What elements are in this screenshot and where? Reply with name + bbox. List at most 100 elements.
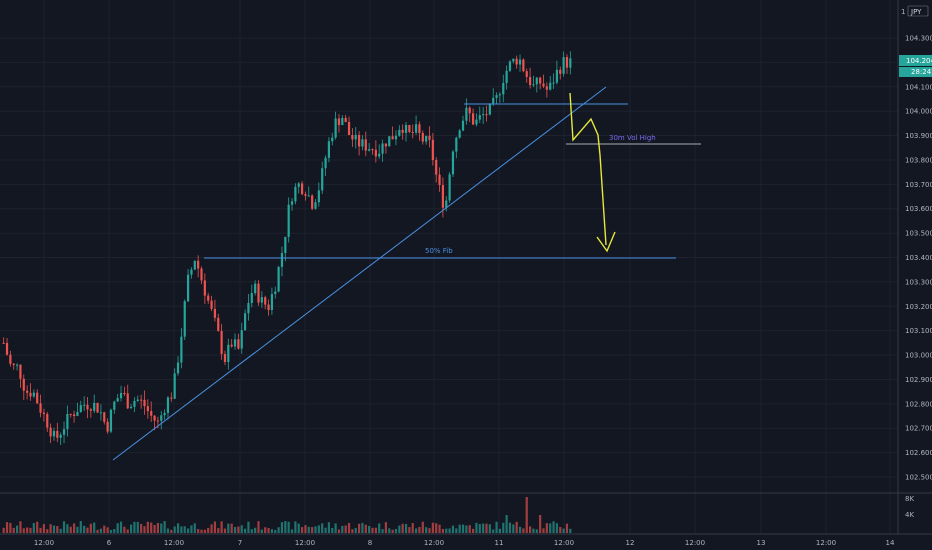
volume-bar — [200, 529, 203, 533]
candle-body — [76, 412, 79, 417]
candle-body — [213, 308, 217, 318]
candle-body — [324, 157, 327, 169]
candle-body — [49, 427, 52, 437]
volume-bar — [321, 523, 324, 533]
volume-bar — [170, 529, 173, 533]
candle-body — [475, 119, 478, 125]
y-tick-label: 103.800 — [905, 156, 932, 164]
trendline — [112, 86, 607, 461]
candle-body — [354, 134, 357, 140]
candle-body — [193, 260, 196, 270]
x-tick-label: 13 — [757, 539, 766, 547]
candle-body — [515, 58, 518, 65]
volume-bar — [220, 521, 223, 533]
candle-body — [109, 409, 113, 432]
candle-body — [502, 82, 505, 95]
candle-body — [39, 403, 42, 413]
candle-body — [357, 134, 361, 147]
candle-body — [210, 300, 213, 309]
candle-body — [461, 120, 465, 131]
volume-bar — [103, 525, 106, 533]
time-axis[interactable]: 12:00 6 12:00 7 12:00 8 12:00 11 12:00 12 12:00 13 1… — [34, 539, 895, 547]
volume-bar — [173, 526, 176, 533]
candle-body — [26, 390, 29, 393]
volume-bar — [176, 523, 180, 533]
volume-bar — [36, 521, 39, 533]
volume-bar — [371, 527, 374, 533]
candle-body — [532, 84, 535, 86]
volume-bar — [334, 523, 337, 533]
candle-body — [542, 83, 545, 87]
volume-bar — [394, 528, 398, 533]
candles — [2, 51, 572, 446]
volume-bar — [398, 525, 401, 533]
y-tick-label: 104.000 — [905, 108, 932, 116]
volume-bar — [133, 521, 136, 533]
candle-body — [408, 125, 411, 132]
candle-body — [106, 421, 109, 432]
volume-bar — [549, 523, 552, 533]
volume-bar — [126, 529, 129, 533]
volume-bar — [270, 529, 274, 533]
candle-body — [79, 405, 82, 413]
candle-body — [465, 107, 468, 121]
candle-body — [485, 114, 488, 116]
x-tick-label: 12:00 — [816, 539, 836, 547]
volume-bar — [388, 528, 391, 533]
candle-body — [19, 364, 22, 379]
x-tick-label: 14 — [886, 539, 895, 547]
x-tick-label: 6 — [107, 539, 112, 547]
volume-bar — [156, 522, 160, 533]
volume-bar — [5, 522, 9, 533]
candle-body — [488, 103, 491, 115]
candle-body — [217, 317, 220, 331]
candle-body — [173, 373, 176, 399]
candle-body — [260, 297, 263, 303]
candle-body — [290, 201, 294, 205]
volume-bar — [414, 528, 418, 533]
volume-bar — [150, 522, 153, 533]
candle-body — [133, 400, 136, 407]
volume-bar — [364, 524, 367, 533]
volume-bar — [260, 529, 263, 533]
volume-bar — [247, 521, 250, 533]
y-tick-label: 102.800 — [905, 400, 932, 408]
candle-body — [270, 294, 274, 311]
volume-bar — [257, 521, 260, 533]
candle-body — [22, 378, 25, 391]
volume-bar — [203, 529, 206, 533]
candle-body — [119, 392, 123, 399]
candle-body — [334, 118, 337, 138]
volume-bar — [12, 527, 15, 533]
candle-body — [418, 124, 421, 133]
y-tick-label: 102.600 — [905, 449, 932, 457]
volume-bar — [116, 523, 119, 533]
candle-body — [170, 397, 173, 399]
candle-body — [425, 135, 428, 142]
volume-bar — [307, 526, 310, 533]
volume-bar — [240, 525, 243, 533]
candle-body — [116, 398, 119, 402]
volume-bar — [250, 529, 253, 533]
volume-bar — [559, 526, 562, 533]
candle-body — [528, 77, 532, 86]
candle-body — [200, 268, 203, 281]
volume-bar — [458, 524, 461, 533]
candle-body — [341, 117, 344, 126]
volume-bar — [502, 522, 505, 533]
candle-body — [140, 399, 143, 401]
volume-bar — [46, 529, 49, 533]
volume-bar — [42, 524, 46, 533]
volume-bar — [106, 527, 109, 533]
candle-body — [317, 190, 320, 203]
volume-bar — [136, 521, 139, 533]
candle-body — [9, 354, 12, 364]
volume-bar — [488, 524, 491, 533]
volume-bar — [512, 524, 515, 533]
candle-body — [304, 194, 307, 196]
candle-body — [307, 195, 310, 197]
fib-label: 50% Fib — [425, 247, 453, 255]
candle-body — [180, 336, 183, 363]
y-tick-label: 103.600 — [905, 205, 932, 213]
